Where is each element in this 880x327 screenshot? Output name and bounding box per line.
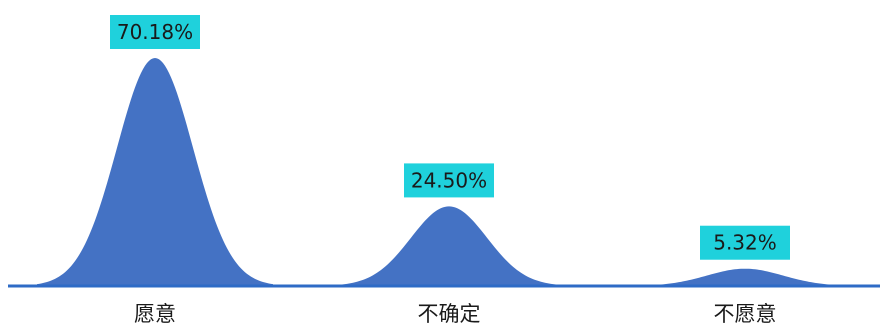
peak-1 — [331, 206, 567, 286]
category-label: 愿意 — [134, 302, 176, 326]
data-label: 24.50% — [411, 168, 487, 192]
peak-series — [37, 58, 863, 286]
data-label-group: 70.18% 24.50% 5.32% — [110, 15, 790, 260]
category-axis: 愿意 不确定 不愿意 — [134, 302, 777, 326]
category-label: 不愿意 — [714, 302, 777, 326]
peak-0 — [37, 58, 273, 286]
data-label-box — [700, 225, 790, 260]
category-label: 不确定 — [418, 302, 481, 326]
data-label-box — [110, 15, 200, 49]
data-label-box — [404, 163, 494, 198]
data-label: 70.18% — [117, 20, 193, 44]
peak-2 — [627, 268, 863, 286]
data-label: 5.32% — [713, 231, 777, 255]
